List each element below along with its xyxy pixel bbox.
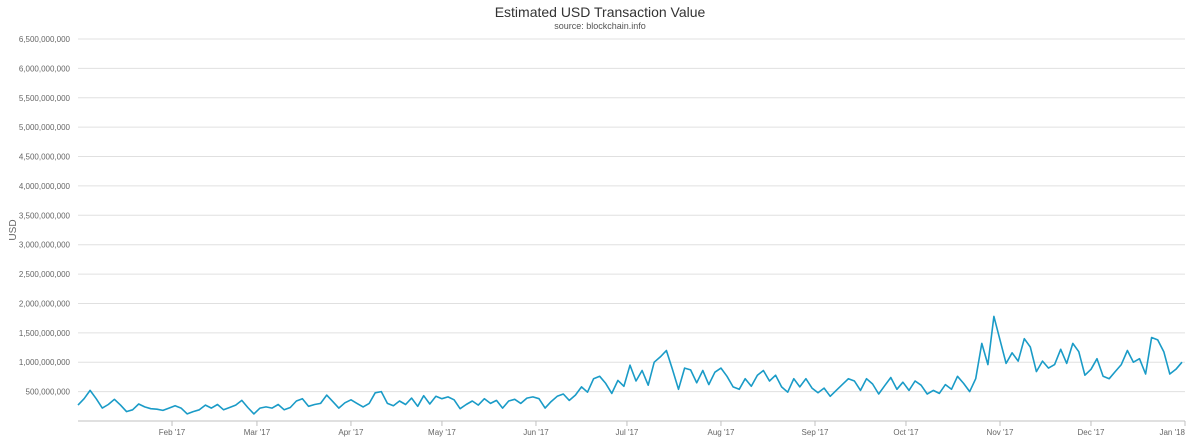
x-tick-label: Aug '17 [708, 428, 735, 437]
y-tick-label: 6,000,000,000 [19, 64, 71, 73]
chart-title: Estimated USD Transaction Value [494, 4, 706, 20]
y-axis-label: USD [8, 219, 19, 240]
y-tick-label: 6,500,000,000 [19, 35, 71, 44]
y-tick-label: 3,500,000,000 [19, 211, 71, 220]
x-tick-label: May '17 [428, 428, 456, 437]
y-tick-label: 1,000,000,000 [19, 358, 71, 367]
grid-lines [78, 38, 1185, 422]
x-tick-label: Jun '17 [523, 428, 549, 437]
x-tick-label: Dec '17 [1078, 428, 1105, 437]
x-tick-label: Sep '17 [802, 428, 829, 437]
x-tick-label: Apr '17 [338, 428, 364, 437]
series-line [77, 315, 1183, 415]
y-axis-ticks: 500,000,000 1,000,000,000 1,500,000,000 2,0… [19, 35, 71, 397]
y-tick-label: 5,500,000,000 [19, 94, 71, 103]
y-tick-label: 2,000,000,000 [19, 299, 71, 308]
x-tick-label: Jan '18 [1159, 428, 1185, 437]
series-layer [77, 315, 1183, 415]
y-tick-label: 1,500,000,000 [19, 329, 71, 338]
y-tick-label: 500,000,000 [26, 388, 71, 397]
x-tick-label: Feb '17 [159, 428, 186, 437]
y-tick-label: 3,000,000,000 [19, 241, 71, 250]
y-tick-label: 5,000,000,000 [19, 123, 71, 132]
x-tick-label: Mar '17 [244, 428, 271, 437]
y-tick-label: 4,500,000,000 [19, 153, 71, 162]
y-tick-label: 2,500,000,000 [19, 270, 71, 279]
x-axis-ticks: Feb '17 Mar '17 Apr '17 May '17 Jun '17 Jul '… [159, 421, 1186, 437]
y-tick-label: 4,000,000,000 [19, 182, 71, 191]
x-tick-label: Jul '17 [616, 428, 639, 437]
x-tick-label: Oct '17 [893, 428, 919, 437]
chart-subtitle: source: blockchain.info [554, 21, 646, 31]
x-tick-label: Nov '17 [987, 428, 1014, 437]
